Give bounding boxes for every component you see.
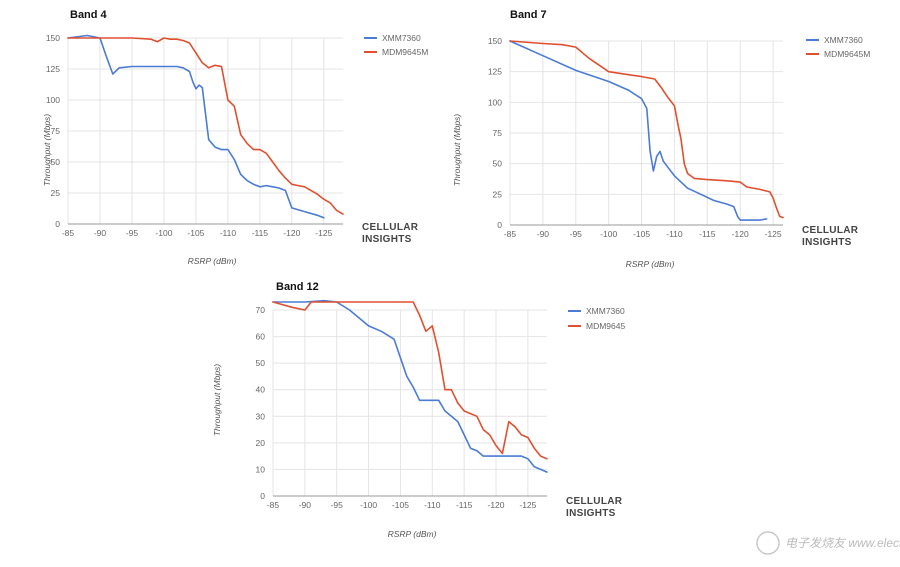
x-tick-label: -85 (62, 228, 75, 238)
cellular-insights-logo: CELLULAR INSIGHTS (362, 222, 419, 245)
legend-label-mdm: MDM9645 (586, 321, 625, 331)
y-tick-label: 0 (497, 220, 502, 230)
series-line-mdm9645 (509, 40, 784, 219)
x-tick-label: -90 (537, 229, 550, 239)
y-tick-label: 70 (256, 305, 266, 315)
x-tick-label: -125 (315, 228, 332, 238)
x-tick-label: -100 (360, 500, 377, 510)
y-tick-label: 50 (493, 159, 503, 169)
chart-title: Band 12 (276, 281, 319, 293)
x-tick-label: -90 (299, 500, 312, 510)
x-tick-label: -110 (220, 228, 237, 238)
chart-title: Band 7 (510, 9, 547, 21)
cellular-insights-logo: CELLULAR INSIGHTS (802, 225, 859, 248)
y-tick-label: 100 (46, 95, 60, 105)
legend-label-mdm: MDM9645M (824, 49, 870, 59)
x-tick-label: -95 (126, 228, 139, 238)
x-tick-label: -115 (456, 500, 473, 510)
x-axis-label: RSRP (dBm) (188, 256, 237, 266)
logo-line-2: INSIGHTS (362, 234, 412, 245)
y-tick-label: 10 (256, 464, 266, 474)
logo-line-1: CELLULAR (566, 496, 623, 507)
legend: XMM7360 MDM9645M (806, 35, 870, 59)
y-tick-label: 25 (51, 188, 61, 198)
legend-label-xmm: XMM7360 (382, 33, 421, 43)
chart-band-12: Band 12 -85 -90 -95 -100 -105 -110 -115 -120 -12… (212, 281, 625, 539)
x-tick-label: -110 (666, 229, 683, 239)
x-tick-label: -105 (633, 229, 650, 239)
series-line-xmm7360 (272, 299, 548, 473)
y-tick-label: 0 (55, 219, 60, 229)
x-tick-label: -120 (732, 229, 749, 239)
x-tick-label: -100 (155, 228, 172, 238)
logo-line-2: INSIGHTS (566, 508, 616, 519)
x-tick-label: -125 (519, 500, 536, 510)
x-tick-label: -115 (252, 228, 269, 238)
y-tick-label: 100 (488, 97, 502, 107)
x-tick-label: -115 (699, 229, 716, 239)
x-tick-label: -120 (283, 228, 300, 238)
legend-label-xmm: XMM7360 (824, 35, 863, 45)
y-tick-label: 50 (51, 157, 61, 167)
y-tick-label: 40 (256, 385, 266, 395)
y-tick-label: 150 (46, 33, 60, 43)
watermark-text: 电子发烧友 www.elecfans.com (785, 536, 900, 550)
x-tick-label: -85 (504, 229, 517, 239)
y-axis-label: Throughput (Mbps) (42, 114, 52, 186)
y-tick-label: 30 (256, 411, 266, 421)
logo-line-1: CELLULAR (362, 222, 419, 233)
x-axis-label: RSRP (dBm) (626, 259, 675, 269)
series-line-xmm7360 (67, 34, 325, 219)
y-tick-label: 20 (256, 438, 266, 448)
x-tick-label: -110 (424, 500, 441, 510)
x-tick-label: -85 (267, 500, 280, 510)
y-tick-label: 75 (493, 128, 503, 138)
y-tick-label: 150 (488, 36, 502, 46)
chart-title: Band 4 (70, 9, 108, 21)
watermark: 电子发烧友 www.elecfans.com (756, 531, 900, 555)
y-tick-label: 0 (260, 491, 265, 501)
x-axis-label: RSRP (dBm) (388, 529, 437, 539)
x-tick-label: -90 (94, 228, 107, 238)
x-tick-label: -95 (331, 500, 344, 510)
legend-label-xmm: XMM7360 (586, 306, 625, 316)
y-tick-label: 75 (51, 126, 61, 136)
y-axis-label: Throughput (Mbps) (212, 364, 222, 436)
series-line-mdm9645 (67, 37, 344, 215)
chart-band-4: Band 4 -85 -90 -95 -100 -105 -110 -115 -120 -125… (42, 9, 428, 266)
x-tick-label: -120 (488, 500, 505, 510)
logo-line-1: CELLULAR (802, 225, 859, 236)
y-tick-label: 125 (46, 64, 60, 74)
x-tick-label: -125 (765, 229, 782, 239)
x-tick-label: -105 (187, 228, 204, 238)
logo-line-2: INSIGHTS (802, 237, 852, 248)
y-tick-label: 50 (256, 358, 266, 368)
series-line-xmm7360 (509, 40, 768, 221)
y-tick-label: 25 (493, 189, 503, 199)
x-tick-label: -95 (570, 229, 583, 239)
legend: XMM7360 MDM9645M (364, 33, 428, 57)
cellular-insights-logo: CELLULAR INSIGHTS (566, 496, 623, 519)
legend-label-mdm: MDM9645M (382, 47, 428, 57)
series-line-mdm9645 (272, 301, 548, 460)
x-tick-label: -105 (392, 500, 409, 510)
y-tick-label: 125 (488, 67, 502, 77)
chart-band-7: Band 7 -85 -90 -95 -100 -105 -110 -115 -120 -125… (452, 9, 870, 269)
x-tick-label: -100 (600, 229, 617, 239)
legend: XMM7360 MDM9645 (568, 306, 625, 331)
watermark-logo-icon (756, 531, 780, 555)
y-tick-label: 60 (256, 332, 266, 342)
y-axis-label: Throughput (Mbps) (452, 114, 462, 186)
